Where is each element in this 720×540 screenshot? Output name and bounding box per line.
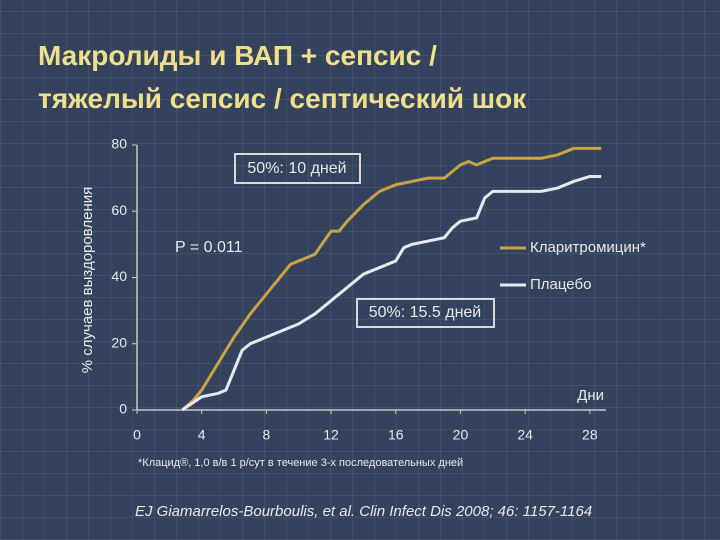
x-tick-label: 0 <box>133 427 141 443</box>
y-tick-label: 0 <box>119 401 127 417</box>
x-axis-label: Дни <box>577 387 604 404</box>
x-tick-label: 12 <box>323 427 339 443</box>
x-tick-label: 24 <box>517 427 533 443</box>
legend-label: Плацебо <box>530 276 591 293</box>
annotation: 50%: 15.5 дней <box>369 304 482 321</box>
y-tick-label: 60 <box>111 202 127 218</box>
y-tick-label: 40 <box>111 268 127 284</box>
annotation-box <box>356 298 495 328</box>
annotation: 50%: 10 дней <box>247 160 346 177</box>
y-axis-label: % случаев выздоровления <box>79 187 96 373</box>
x-tick-label: 8 <box>262 427 270 443</box>
x-tick-label: 4 <box>198 427 206 443</box>
series-line <box>181 174 602 412</box>
legend-label: Кларитромицин* <box>530 239 646 256</box>
x-tick-label: 28 <box>582 427 598 443</box>
series-line <box>181 146 602 412</box>
footnote: *Клацид®, 1,0 в/в 1 р/сут в течение 3-х … <box>138 457 463 469</box>
annotation-box <box>234 153 361 184</box>
title-line: Макролиды и ВАП + сепсис / <box>38 40 437 71</box>
x-tick-label: 16 <box>388 427 404 443</box>
title-line: тяжелый сепсис / септический шок <box>38 83 527 114</box>
y-tick-label: 80 <box>111 136 127 152</box>
citation: EJ Giamarrelos-Bourboulis, et al. Clin I… <box>135 503 592 520</box>
annotation: P = 0.011 <box>175 239 243 256</box>
x-tick-label: 20 <box>453 427 469 443</box>
y-tick-label: 20 <box>111 334 127 350</box>
